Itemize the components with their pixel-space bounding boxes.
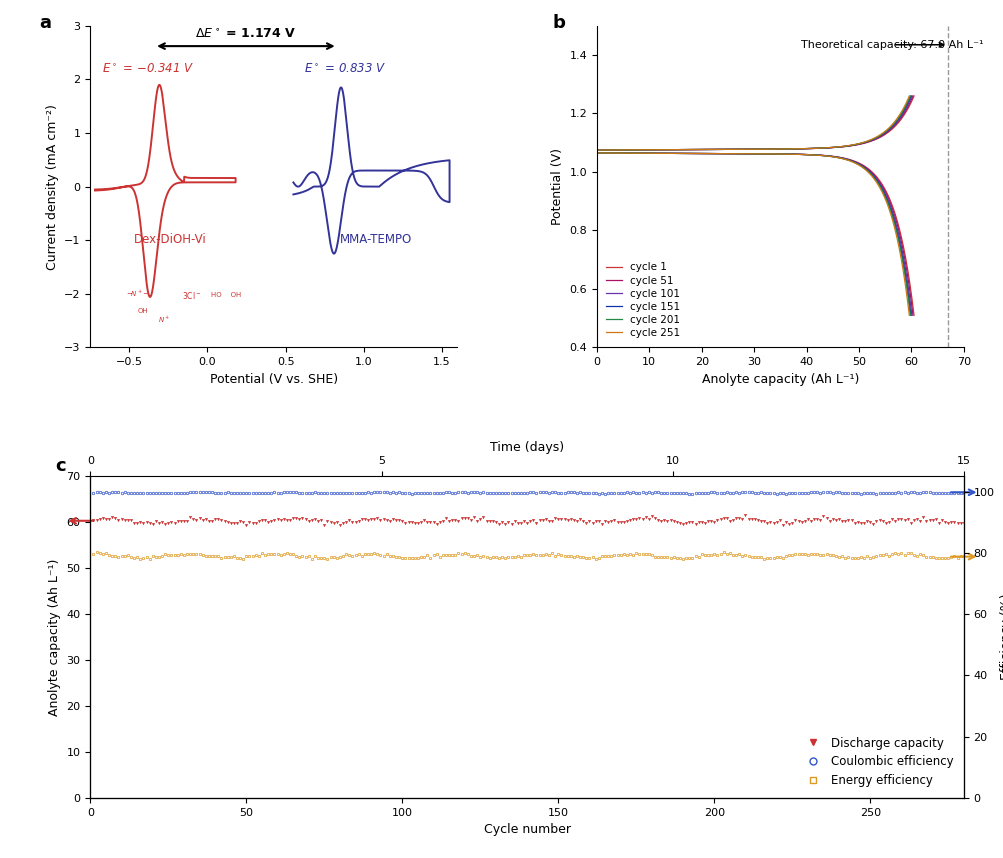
cycle 101 [590,145,602,155]
cycle 51 [590,145,602,155]
Text: $-\!N^+\!-$: $-\!N^+\!-$ [126,288,150,299]
Legend: Discharge capacity, Coulombic efficiency, Energy efficiency: Discharge capacity, Coulombic efficiency… [795,732,957,792]
cycle 101 [775,144,787,154]
Line: cycle 251: cycle 251 [596,96,909,150]
Text: c: c [55,456,66,474]
cycle 251 [798,143,810,154]
cycle 251 [590,145,602,155]
Y-axis label: Potential (V): Potential (V) [551,148,564,225]
cycle 151 [590,145,602,155]
Text: $N^+$: $N^+$ [157,315,170,325]
cycle 151 [775,144,787,154]
cycle 201 [774,144,786,154]
cycle 51 [671,144,683,154]
cycle 51 [801,143,813,154]
cycle 101 [671,144,683,154]
Y-axis label: Efficiency (%): Efficiency (%) [999,594,1003,680]
cycle 51 [733,144,745,154]
cycle 201 [671,144,683,154]
cycle 1 [646,145,658,155]
cycle 201 [826,142,839,153]
cycle 151 [799,143,811,154]
Legend: cycle 1, cycle 51, cycle 101, cycle 151, cycle 201, cycle 251: cycle 1, cycle 51, cycle 101, cycle 151,… [602,258,684,342]
cycle 201 [590,145,602,155]
cycle 51 [646,145,658,155]
cycle 101 [827,142,840,153]
cycle 251 [774,144,786,154]
Text: MMA-TEMPO: MMA-TEMPO [340,233,412,246]
cycle 251 [670,144,682,154]
Text: 3Cl$^-$: 3Cl$^-$ [182,290,202,301]
cycle 1 [801,143,813,154]
cycle 1 [590,145,602,155]
Text: $\Delta E^\circ$ = 1.174 V: $\Delta E^\circ$ = 1.174 V [196,27,296,40]
Text: HO    OH: HO OH [211,292,241,298]
cycle 251 [646,145,658,155]
Text: Dex-DiOH-Vi: Dex-DiOH-Vi [133,233,207,246]
X-axis label: Cycle number: Cycle number [483,823,570,837]
cycle 101 [732,144,744,154]
X-axis label: Anolyte capacity (Ah L⁻¹): Anolyte capacity (Ah L⁻¹) [701,372,859,386]
cycle 101 [905,91,917,101]
Line: cycle 201: cycle 201 [596,96,910,150]
Text: a: a [39,15,51,33]
Text: $E^\circ$ = 0.833 V: $E^\circ$ = 0.833 V [304,63,386,76]
cycle 151 [671,144,683,154]
cycle 201 [732,144,744,154]
cycle 1 [907,91,919,101]
cycle 1 [672,144,684,154]
X-axis label: Time (days): Time (days) [489,441,564,454]
cycle 151 [826,142,839,153]
cycle 151 [646,145,658,155]
cycle 251 [903,91,915,101]
X-axis label: Potential (V vs. SHE): Potential (V vs. SHE) [210,372,338,386]
Line: cycle 1: cycle 1 [596,96,913,150]
cycle 251 [731,144,743,154]
cycle 51 [828,142,841,153]
cycle 51 [776,144,788,154]
cycle 151 [732,144,744,154]
Y-axis label: Current density (mA cm⁻²): Current density (mA cm⁻²) [45,104,58,269]
cycle 1 [777,144,789,154]
cycle 201 [904,91,916,101]
cycle 201 [646,145,658,155]
Text: b: b [553,15,565,33]
cycle 1 [733,144,745,154]
Line: cycle 51: cycle 51 [596,96,912,150]
Text: Theoretical capacity: 67.0 Ah L⁻¹: Theoretical capacity: 67.0 Ah L⁻¹ [800,39,983,50]
cycle 1 [828,142,841,153]
cycle 101 [800,143,812,154]
cycle 101 [646,145,658,155]
Y-axis label: Anolyte capacity (Ah L⁻¹): Anolyte capacity (Ah L⁻¹) [48,559,61,716]
Text: $E^\circ$ = −0.341 V: $E^\circ$ = −0.341 V [101,63,194,76]
Line: cycle 101: cycle 101 [596,96,911,150]
cycle 251 [825,142,838,153]
cycle 51 [906,91,918,101]
cycle 201 [799,143,811,154]
Text: OH: OH [137,308,147,314]
Line: cycle 151: cycle 151 [596,96,910,150]
cycle 151 [904,91,916,101]
